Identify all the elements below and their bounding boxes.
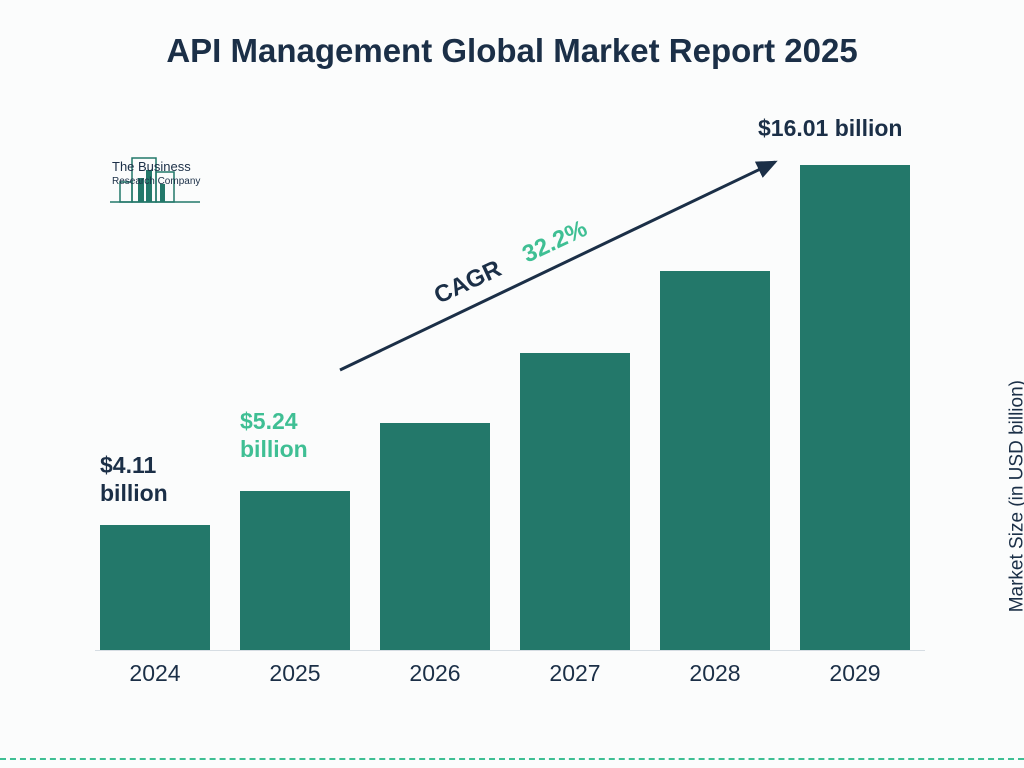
bar-value-label: $5.24billion (240, 408, 308, 463)
y-axis-label: Market Size (in USD billion) (1006, 380, 1024, 612)
chart-container: API Management Global Market Report 2025… (0, 0, 1024, 768)
bar-value-label: $4.11billion (100, 452, 168, 507)
x-tick-label: 2027 (515, 660, 635, 687)
bottom-dashed-divider (0, 758, 1024, 760)
x-tick-label: 2028 (655, 660, 775, 687)
bar (380, 423, 490, 650)
x-tick-label: 2025 (235, 660, 355, 687)
bar (660, 271, 770, 650)
bar-value-label: $16.01 billion (758, 115, 902, 143)
bar (100, 525, 210, 650)
x-tick-label: 2029 (795, 660, 915, 687)
chart-title: API Management Global Market Report 2025 (0, 32, 1024, 70)
x-tick-label: 2026 (375, 660, 495, 687)
x-tick-label: 2024 (95, 660, 215, 687)
plot-area (95, 150, 925, 651)
bar (800, 165, 910, 650)
bar (520, 353, 630, 650)
bar (240, 491, 350, 650)
